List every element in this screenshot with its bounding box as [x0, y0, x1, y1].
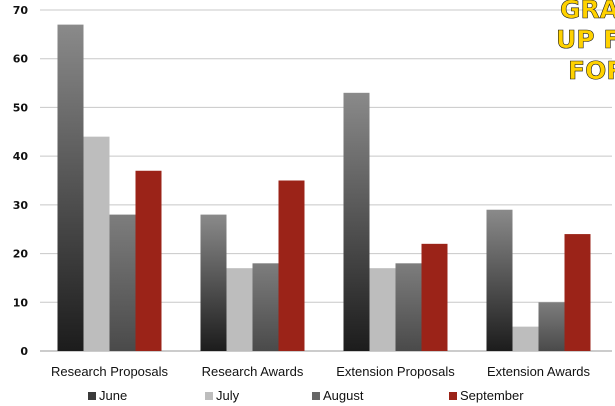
bar-july-3 — [369, 268, 396, 351]
x-category-label: Extension Awards — [487, 364, 591, 379]
y-tick-label: 70 — [13, 4, 29, 17]
y-tick-label: 40 — [13, 150, 29, 163]
bar-june-2 — [200, 214, 227, 351]
legend-label-july: July — [216, 388, 240, 403]
legend-swatch-june — [88, 392, 96, 400]
bar-september-3 — [421, 243, 448, 351]
legend-swatch-september — [449, 392, 457, 400]
bar-june-3 — [343, 92, 370, 352]
legend-swatch-august — [312, 392, 320, 400]
bar-june-4 — [486, 209, 513, 351]
legend-label-june: June — [99, 388, 127, 403]
legend-label-september: September — [460, 388, 524, 403]
bars — [57, 24, 591, 352]
x-category-label: Extension Proposals — [336, 364, 455, 379]
bar-july-1 — [83, 136, 110, 351]
bar-september-4 — [564, 234, 591, 351]
y-axis-ticks: 0 10 20 30 40 50 60 70 — [13, 4, 29, 358]
bar-july-2 — [226, 268, 253, 351]
title-line: UP F — [556, 25, 615, 54]
bar-september-2 — [278, 180, 305, 351]
y-tick-label: 50 — [13, 101, 29, 114]
y-tick-label: 10 — [13, 296, 29, 309]
y-tick-label: 0 — [20, 345, 28, 358]
legend-label-august: August — [323, 388, 364, 403]
x-axis-categories: Research Proposals Research Awards Extensi… — [51, 364, 591, 379]
y-tick-label: 60 — [13, 53, 29, 66]
x-category-label: Research Proposals — [51, 364, 169, 379]
bar-july-4 — [512, 326, 539, 351]
bar-august-4 — [538, 302, 565, 351]
bar-august-3 — [395, 263, 422, 351]
title-line: FOR — [568, 56, 615, 85]
bar-august-1 — [109, 214, 136, 351]
y-tick-label: 30 — [13, 199, 29, 212]
x-category-label: Research Awards — [202, 364, 304, 379]
title-line: GRA — [560, 0, 615, 24]
bar-september-1 — [135, 170, 162, 351]
y-tick-label: 20 — [13, 248, 29, 261]
bar-august-2 — [252, 263, 279, 351]
legend: June July August September — [88, 388, 524, 403]
legend-swatch-july — [205, 392, 213, 400]
bar-june-1 — [57, 24, 84, 351]
